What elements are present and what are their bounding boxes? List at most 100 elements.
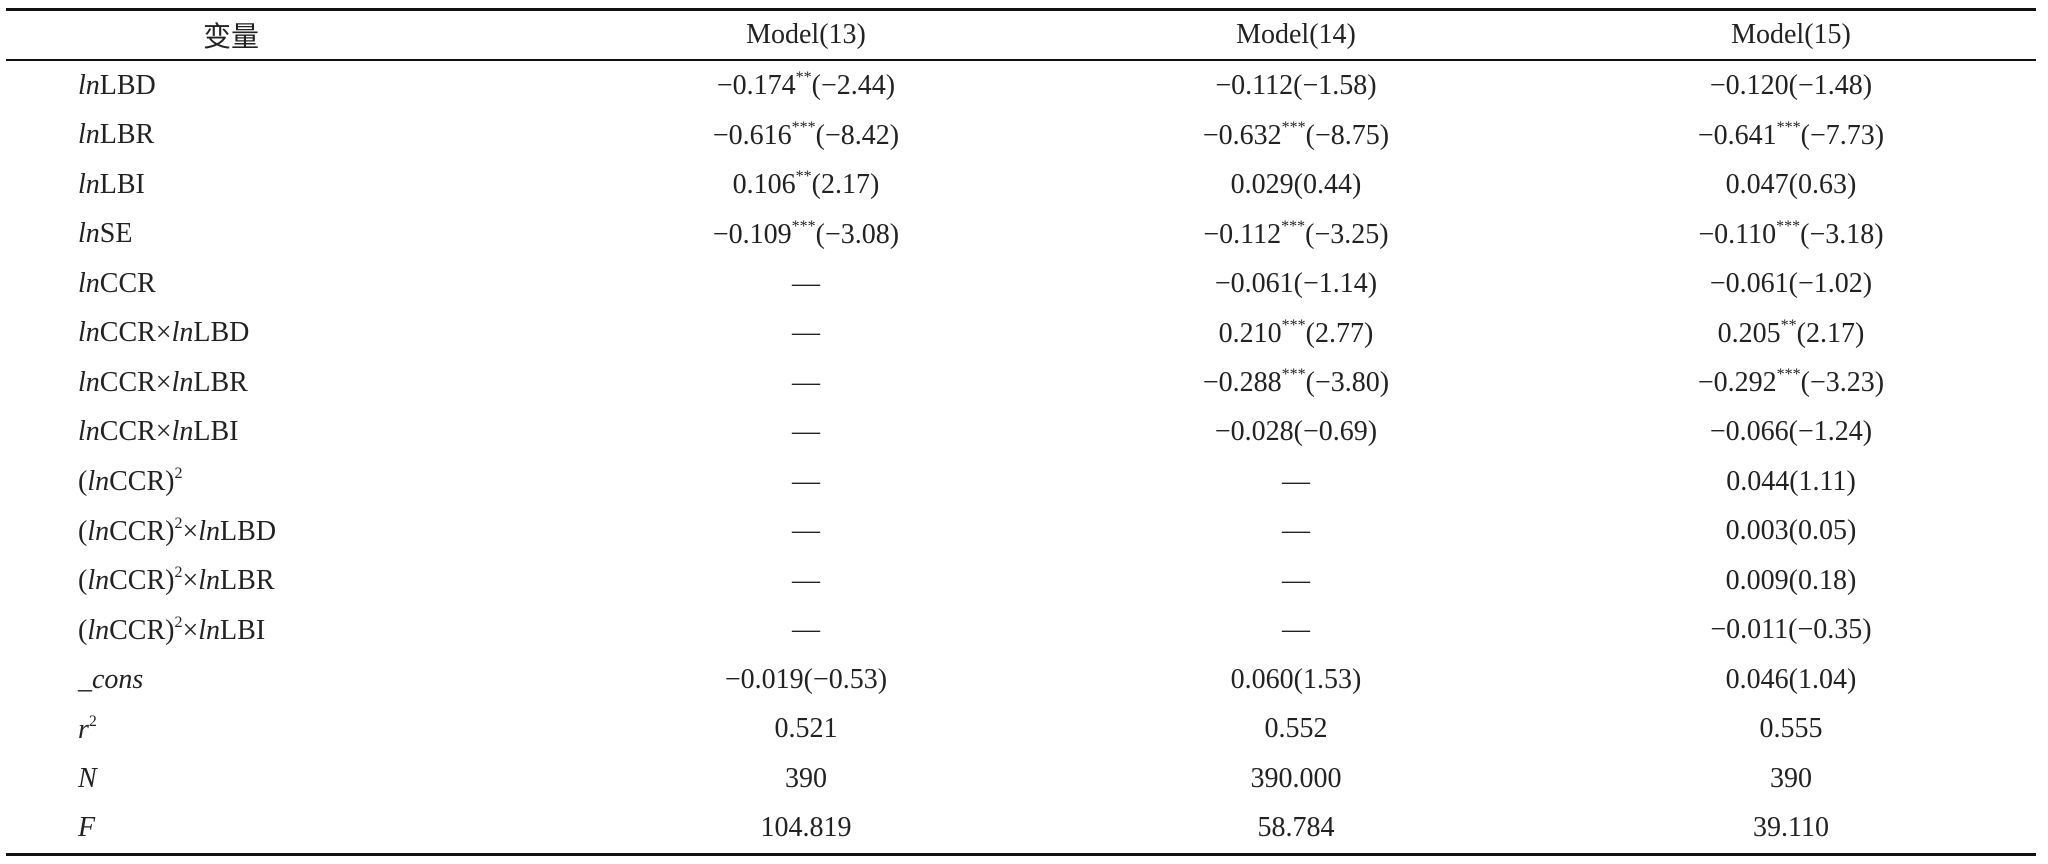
regression-table: 变量 Model(13) Model(14) Model(15) lnLBD −0.17… <box>6 8 2036 856</box>
text-segment: CCR) <box>109 565 175 597</box>
coefficient-cell: — <box>792 416 820 448</box>
italic-segment: N <box>78 762 97 794</box>
text-segment: (2.17) <box>811 169 880 201</box>
coefficient-cell: — <box>792 317 820 349</box>
sup-segment: *** <box>1776 366 1801 384</box>
text-segment: (−3.18) <box>1800 218 1884 250</box>
text-segment: CCR) <box>109 515 175 547</box>
sup-segment: *** <box>1776 217 1801 235</box>
italic-segment: ln <box>87 614 110 646</box>
text-segment: −0.641 <box>1697 119 1777 151</box>
coefficient-cell: 0.047(0.63) <box>1725 168 1857 200</box>
coefficient-cell: — <box>792 465 820 497</box>
coefficient-cell: — <box>792 564 820 596</box>
sup-segment: *** <box>1281 217 1306 235</box>
coefficient-cell: 390.000 <box>1250 762 1342 794</box>
variable-name: _cons <box>6 655 566 705</box>
table-row: lnCCR — −0.061(−1.14) −0.061(−1.02) <box>6 259 2036 309</box>
variable-name: (lnCCR)2×lnLBD <box>6 507 566 557</box>
text-segment: 0.106 <box>732 169 796 201</box>
text-segment: × <box>182 515 199 547</box>
sup-segment: *** <box>1281 366 1306 384</box>
italic-segment: ln <box>87 565 110 597</box>
text-segment: CCR× <box>99 366 172 398</box>
text-segment: −0.109 <box>712 218 792 250</box>
variable-name: F <box>6 804 566 855</box>
text-segment: × <box>182 614 199 646</box>
text-segment: −0.288 <box>1202 367 1282 399</box>
coefficient-cell: 0.029(0.44) <box>1230 168 1362 200</box>
coefficient-cell: −0.019(−0.53) <box>724 663 888 695</box>
coefficient-cell: 104.819 <box>760 812 852 844</box>
italic-segment: ln <box>87 515 110 547</box>
sup-segment: 2 <box>174 514 183 532</box>
coefficient-cell: −0.066(−1.24) <box>1709 416 1873 448</box>
table-row: lnCCR×lnLBD —0.210***(2.77) 0.205**(2.17) <box>6 309 2036 359</box>
sup-segment: ** <box>1780 316 1797 334</box>
table-row: (lnCCR)2×lnLBR — —0.009(0.18) <box>6 556 2036 606</box>
sup-segment: ** <box>795 69 812 87</box>
coefficient-cell: — <box>792 267 820 299</box>
coefficient-cell: −0.061(−1.02) <box>1709 267 1873 299</box>
text-segment: LBR <box>220 565 275 597</box>
table-row: _cons −0.019(−0.53) 0.060(1.53) 0.046(1.04) <box>6 655 2036 705</box>
variable-name: lnCCR×lnLBD <box>6 309 566 359</box>
coefficient-cell: — <box>1282 465 1310 497</box>
text-segment: CCR <box>99 267 156 299</box>
table-row: (lnCCR)2 — — 0.044(1.11) <box>6 457 2036 507</box>
table-row: r2 0.521 0.552 0.555 <box>6 705 2036 755</box>
coefficient-cell: −0.632***(−8.75) <box>1046 111 1546 161</box>
sup-segment: *** <box>1776 118 1801 136</box>
italic-segment: ln <box>78 267 100 299</box>
italic-segment: ln <box>78 119 100 151</box>
coefficient-cell: 0.044(1.11) <box>1726 465 1856 497</box>
sup-segment: 2 <box>88 712 97 730</box>
text-segment: LBD <box>220 515 277 547</box>
text-segment: ( <box>78 466 88 498</box>
text-segment: LBI <box>193 416 239 448</box>
table-row: (lnCCR)2×lnLBD — —0.003(0.05) <box>6 507 2036 557</box>
italic-segment: r <box>78 713 89 745</box>
text-segment: × <box>182 565 199 597</box>
table-row: lnLBR −0.616***(−8.42) −0.632***(−8.75) −0.… <box>6 111 2036 161</box>
column-header: Model(15) <box>1731 19 1851 50</box>
text-segment: −0.110 <box>1698 218 1777 250</box>
variable-name: N <box>6 754 566 804</box>
table-header: 变量 Model(13) Model(14) Model(15) <box>6 9 2036 60</box>
coefficient-cell: 0.060(1.53) <box>1230 663 1362 695</box>
coefficient-cell: — <box>1282 515 1310 547</box>
text-segment: 0.205 <box>1717 317 1781 349</box>
coefficient-cell: 390 <box>785 762 827 794</box>
coefficient-cell: −0.112(−1.58) <box>1215 69 1377 101</box>
coefficient-cell: 0.046(1.04) <box>1725 663 1857 695</box>
italic-segment: ln <box>78 317 100 349</box>
text-segment: LBD <box>99 69 156 101</box>
text-segment: LBR <box>193 366 248 398</box>
coefficient-cell: −0.641***(−7.73) <box>1546 111 2036 161</box>
coefficient-cell: −0.120(−1.48) <box>1709 69 1873 101</box>
coefficient-cell: — <box>1282 614 1310 646</box>
coefficient-cell: 0.106**(2.17) <box>566 160 1046 210</box>
italic-segment: ln <box>87 466 110 498</box>
text-segment: (−3.08) <box>815 218 900 250</box>
coefficient-cell: −0.616***(−8.42) <box>566 111 1046 161</box>
sup-segment: *** <box>791 118 816 136</box>
variable-name: (lnCCR)2×lnLBI <box>6 606 566 656</box>
text-segment: LBI <box>99 168 145 200</box>
sup-segment: 2 <box>174 613 183 631</box>
table-row: lnSE −0.109***(−3.08) −0.112***(−3.25) −0.1… <box>6 210 2036 260</box>
italic-segment: ln <box>171 366 194 398</box>
coefficient-cell: 0.205**(2.17) <box>1546 309 2036 359</box>
coefficient-cell: 0.555 <box>1759 713 1823 745</box>
text-segment: (−7.73) <box>1800 119 1885 151</box>
coefficient-cell: −0.109***(−3.08) <box>566 210 1046 260</box>
text-segment: −0.112 <box>1203 218 1282 250</box>
coefficient-cell: 0.003(0.05) <box>1725 515 1857 547</box>
text-segment: 0.210 <box>1218 317 1282 349</box>
coefficient-cell: 0.009(0.18) <box>1725 564 1857 596</box>
column-header: 变量 <box>202 22 259 53</box>
coefficient-cell: — <box>792 366 820 398</box>
text-segment: ( <box>78 515 88 547</box>
italic-segment: ln <box>198 565 221 597</box>
